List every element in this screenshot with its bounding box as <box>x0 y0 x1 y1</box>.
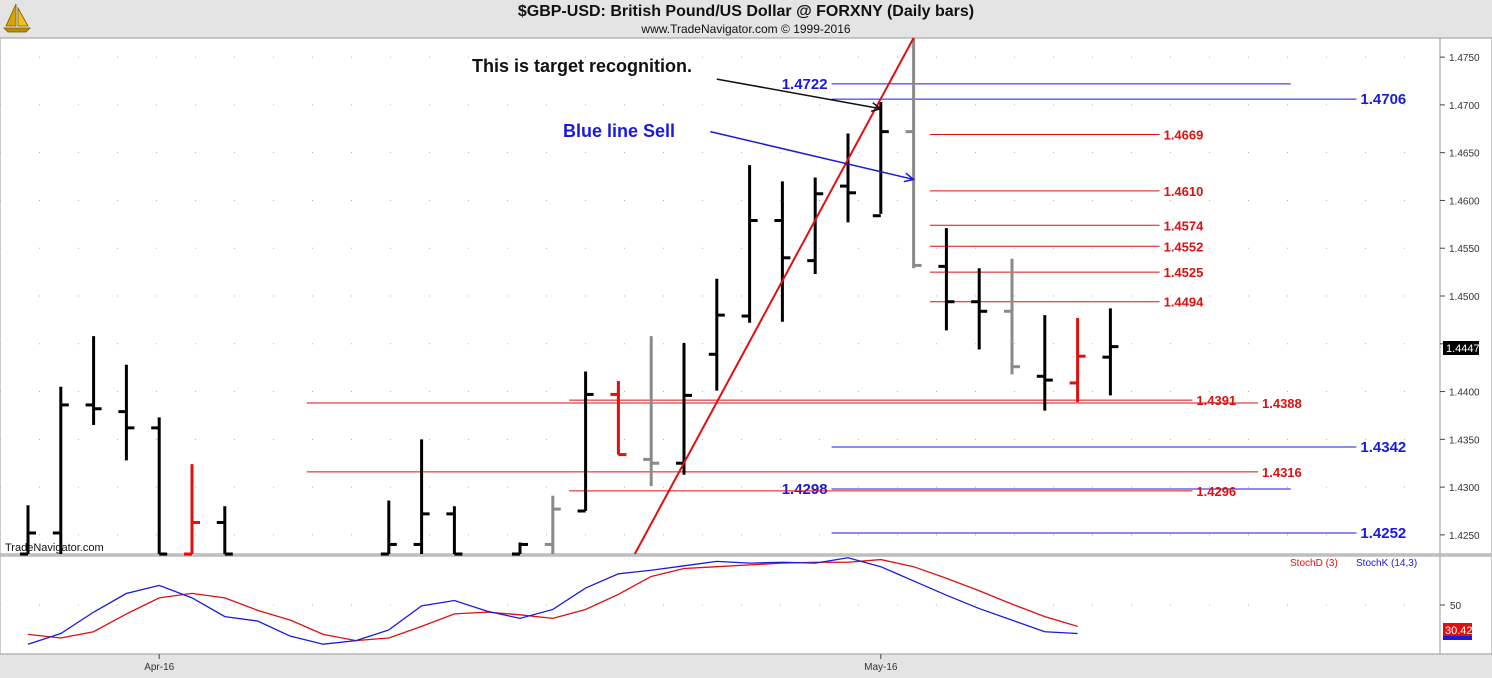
last-stoch-value: 30.42 <box>1445 625 1473 637</box>
stoch-series-line <box>27 558 1078 642</box>
price-tick-label: 1.4400 <box>1449 388 1480 399</box>
price-tick-label: 1.4300 <box>1449 483 1480 494</box>
sailboat-logo-icon <box>3 3 31 33</box>
watermark: TradeNavigator.com <box>5 542 104 554</box>
level-label: 1.4296 <box>1196 484 1236 499</box>
level-label: 1.4388 <box>1262 396 1302 411</box>
price-tick-label: 1.4550 <box>1449 244 1480 255</box>
level-label: 1.4391 <box>1196 393 1236 408</box>
level-label: 1.4525 <box>1164 265 1204 280</box>
level-label: 1.4298 <box>782 481 828 498</box>
price-tick-label: 1.4700 <box>1449 101 1480 112</box>
price-panel <box>0 37 1441 555</box>
price-tick-label: 1.4600 <box>1449 196 1480 207</box>
stoch-series-line <box>27 557 1078 645</box>
last-stoch-underline <box>1443 636 1472 640</box>
price-tick-label: 1.4250 <box>1449 531 1480 542</box>
level-label: 1.4342 <box>1360 439 1406 456</box>
level-label: 1.4669 <box>1164 128 1204 143</box>
level-label: 1.4494 <box>1164 295 1205 310</box>
legend-stochk: StochK (14,3) <box>1356 558 1417 569</box>
level-label: 1.4252 <box>1360 525 1406 542</box>
chart-subtitle: www.TradeNavigator.com © 1999-2016 <box>641 22 851 36</box>
price-tick-label: 1.4750 <box>1449 53 1480 64</box>
chart-title: $GBP-USD: British Pound/US Dollar @ FORX… <box>517 3 975 20</box>
last-stoch-box <box>1443 623 1472 636</box>
price-tick-label: 1.4650 <box>1449 149 1480 160</box>
level-label: 1.4722 <box>782 76 828 93</box>
price-tick-label: 1.4500 <box>1449 292 1480 303</box>
annotation-text: This is target recognition. <box>472 56 692 76</box>
x-tick-label: May-16 <box>864 662 898 673</box>
x-tick-label: Apr-16 <box>144 662 174 673</box>
price-tick-label: 1.4350 <box>1449 435 1480 446</box>
annotation-arrowhead <box>903 172 916 183</box>
trendline <box>633 37 915 555</box>
annotation-arrow <box>716 78 881 110</box>
level-label: 1.4706 <box>1360 91 1406 108</box>
legend-stochd: StochD (3) <box>1290 558 1338 569</box>
level-label: 1.4316 <box>1262 465 1302 480</box>
last-price-box <box>1443 341 1479 355</box>
last-price-value: 1.4447 <box>1446 343 1480 355</box>
level-label: 1.4552 <box>1164 239 1204 254</box>
annotation-arrow <box>710 130 914 181</box>
annotation-text: Blue line Sell <box>563 121 675 141</box>
annotation-arrowhead <box>870 102 883 113</box>
level-label: 1.4610 <box>1164 184 1204 199</box>
level-label: 1.4574 <box>1164 218 1205 233</box>
stoch-tick-label: 50 <box>1450 601 1462 612</box>
stochastic-panel <box>0 555 1441 655</box>
